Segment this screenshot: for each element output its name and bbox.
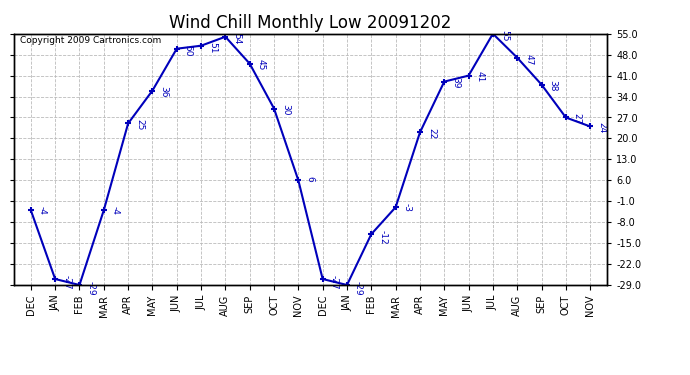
Text: 27: 27 [573, 113, 582, 125]
Text: 47: 47 [524, 54, 533, 65]
Text: -27: -27 [330, 275, 339, 290]
Text: 36: 36 [159, 86, 168, 98]
Text: -12: -12 [378, 230, 387, 244]
Text: -4: -4 [110, 206, 120, 215]
Text: 39: 39 [451, 78, 460, 89]
Text: -3: -3 [402, 203, 411, 212]
Title: Wind Chill Monthly Low 20091202: Wind Chill Monthly Low 20091202 [169, 14, 452, 32]
Text: 50: 50 [184, 45, 193, 56]
Text: 51: 51 [208, 42, 217, 53]
Text: -4: -4 [38, 206, 47, 215]
Text: 38: 38 [549, 80, 558, 92]
Text: -27: -27 [62, 275, 71, 290]
Text: -29: -29 [354, 281, 363, 296]
Text: Copyright 2009 Cartronics.com: Copyright 2009 Cartronics.com [20, 36, 161, 45]
Text: 6: 6 [305, 176, 314, 182]
Text: 30: 30 [281, 104, 290, 116]
Text: 55: 55 [500, 30, 509, 41]
Text: -29: -29 [86, 281, 95, 296]
Text: 25: 25 [135, 119, 144, 131]
Text: 45: 45 [257, 60, 266, 71]
Text: 22: 22 [427, 128, 436, 140]
Text: 41: 41 [475, 72, 484, 83]
Text: 54: 54 [233, 33, 241, 44]
Text: 24: 24 [597, 122, 606, 134]
